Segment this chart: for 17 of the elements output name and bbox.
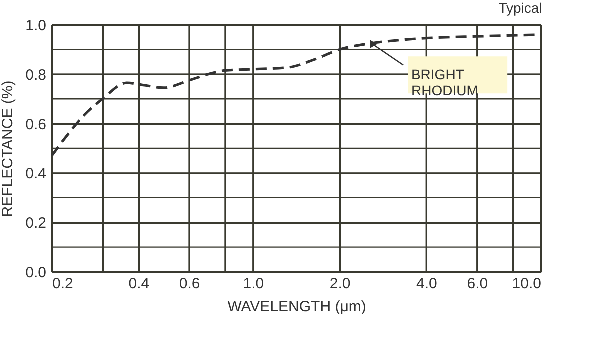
x-tick-label: 10.0 bbox=[512, 276, 542, 292]
y-tick-label: 0.4 bbox=[26, 166, 46, 183]
x-tick-label: 2.0 bbox=[330, 276, 351, 292]
chart-title: Typical bbox=[498, 0, 542, 16]
x-tick-label: 0.4 bbox=[128, 276, 150, 292]
x-tick-label: 4.0 bbox=[416, 276, 438, 292]
x-tick-label: 0.6 bbox=[179, 276, 200, 292]
y-axis-title: REFLECTANCE (%) bbox=[0, 80, 17, 218]
annotation: BRIGHT RHODIUM bbox=[411, 66, 478, 98]
y-tick-label: 0.8 bbox=[26, 66, 46, 84]
y-tick-label: 0.2 bbox=[26, 215, 46, 232]
y-tick-label: 0.6 bbox=[26, 116, 46, 134]
x-tick-label: 6.0 bbox=[467, 276, 488, 292]
y-tick-label: 0.0 bbox=[26, 264, 46, 282]
x-tick-label: 1.0 bbox=[243, 276, 264, 292]
y-tick-label: 1.0 bbox=[26, 18, 46, 34]
x-tick-label: 0.2 bbox=[52, 276, 74, 292]
